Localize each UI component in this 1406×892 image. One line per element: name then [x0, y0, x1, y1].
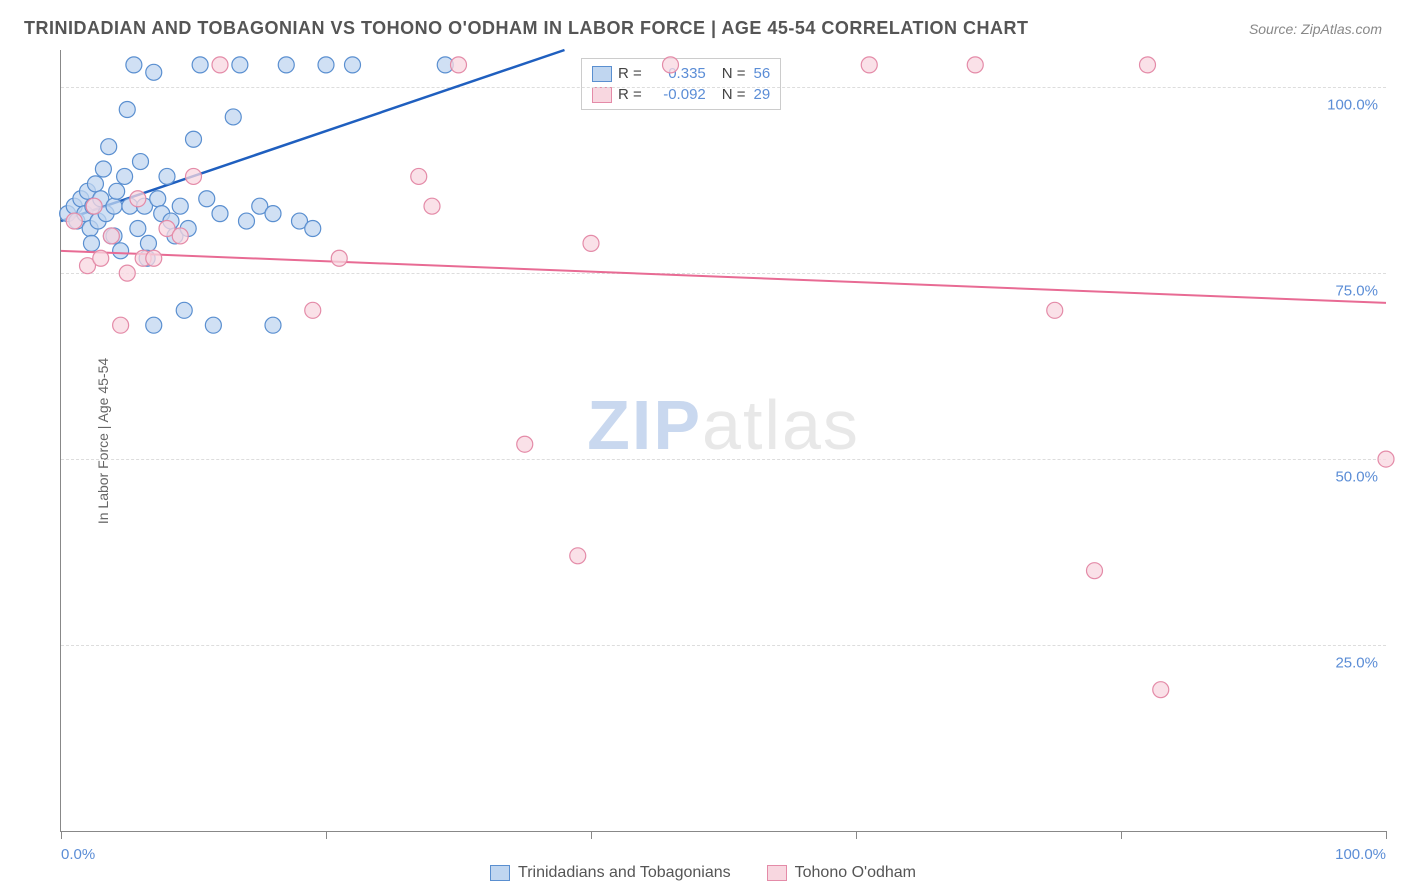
data-point [239, 213, 255, 229]
data-point [663, 57, 679, 73]
data-point [101, 139, 117, 155]
data-point [119, 102, 135, 118]
data-point [146, 317, 162, 333]
data-point [133, 154, 149, 170]
data-point [424, 198, 440, 214]
data-point [109, 183, 125, 199]
data-point [1140, 57, 1156, 73]
data-point [126, 57, 142, 73]
data-point [106, 198, 122, 214]
data-point [172, 228, 188, 244]
x-tick [326, 831, 327, 839]
x-tick [61, 831, 62, 839]
data-point [95, 161, 111, 177]
data-point [278, 57, 294, 73]
data-point [345, 57, 361, 73]
data-point [87, 176, 103, 192]
data-point [146, 250, 162, 266]
data-point [212, 206, 228, 222]
data-point [1378, 451, 1394, 467]
data-point [225, 109, 241, 125]
plot-area: ZIPatlas R =0.335N =56R =-0.092N =29 25.… [60, 50, 1386, 832]
source-label: Source: ZipAtlas.com [1249, 21, 1382, 37]
data-point [117, 168, 133, 184]
x-tick [1386, 831, 1387, 839]
data-point [113, 317, 129, 333]
data-point [1153, 682, 1169, 698]
legend-swatch [767, 865, 787, 881]
footer-legend: Trinidadians and Tobagonians Tohono O'odh… [0, 864, 1406, 882]
data-point [517, 436, 533, 452]
data-point [192, 57, 208, 73]
data-point [199, 191, 215, 207]
data-point [967, 57, 983, 73]
legend-swatch [490, 865, 510, 881]
footer-legend-item: Trinidadians and Tobagonians [490, 864, 731, 882]
data-point [1047, 302, 1063, 318]
data-point [146, 64, 162, 80]
data-point [411, 168, 427, 184]
data-point [86, 198, 102, 214]
data-point [205, 317, 221, 333]
data-point [176, 302, 192, 318]
data-point [172, 198, 188, 214]
data-point [265, 317, 281, 333]
data-point [150, 191, 166, 207]
chart-container: In Labor Force | Age 45-54 ZIPatlas R =0… [50, 50, 1386, 832]
data-point [232, 57, 248, 73]
data-point [103, 228, 119, 244]
data-point [451, 57, 467, 73]
x-tick [591, 831, 592, 839]
data-point [305, 302, 321, 318]
data-point [318, 57, 334, 73]
data-point [186, 168, 202, 184]
data-point [570, 548, 586, 564]
data-point [66, 213, 82, 229]
x-tick [1121, 831, 1122, 839]
data-point [130, 221, 146, 237]
data-point [83, 235, 99, 251]
scatter-svg [61, 50, 1386, 831]
data-point [861, 57, 877, 73]
data-point [305, 221, 321, 237]
data-point [119, 265, 135, 281]
x-tick-label-left: 0.0% [61, 846, 95, 863]
x-tick-label-right: 100.0% [1335, 846, 1386, 863]
legend-label: Tohono O'odham [795, 864, 916, 882]
data-point [140, 235, 156, 251]
trend-line [61, 251, 1386, 303]
legend-label: Trinidadians and Tobagonians [518, 864, 731, 882]
data-point [583, 235, 599, 251]
x-tick [856, 831, 857, 839]
chart-title: TRINIDADIAN AND TOBAGONIAN VS TOHONO O'O… [24, 18, 1029, 39]
data-point [265, 206, 281, 222]
data-point [331, 250, 347, 266]
data-point [212, 57, 228, 73]
data-point [113, 243, 129, 259]
data-point [93, 250, 109, 266]
data-point [1087, 563, 1103, 579]
data-point [159, 168, 175, 184]
data-point [186, 131, 202, 147]
footer-legend-item: Tohono O'odham [767, 864, 916, 882]
data-point [130, 191, 146, 207]
